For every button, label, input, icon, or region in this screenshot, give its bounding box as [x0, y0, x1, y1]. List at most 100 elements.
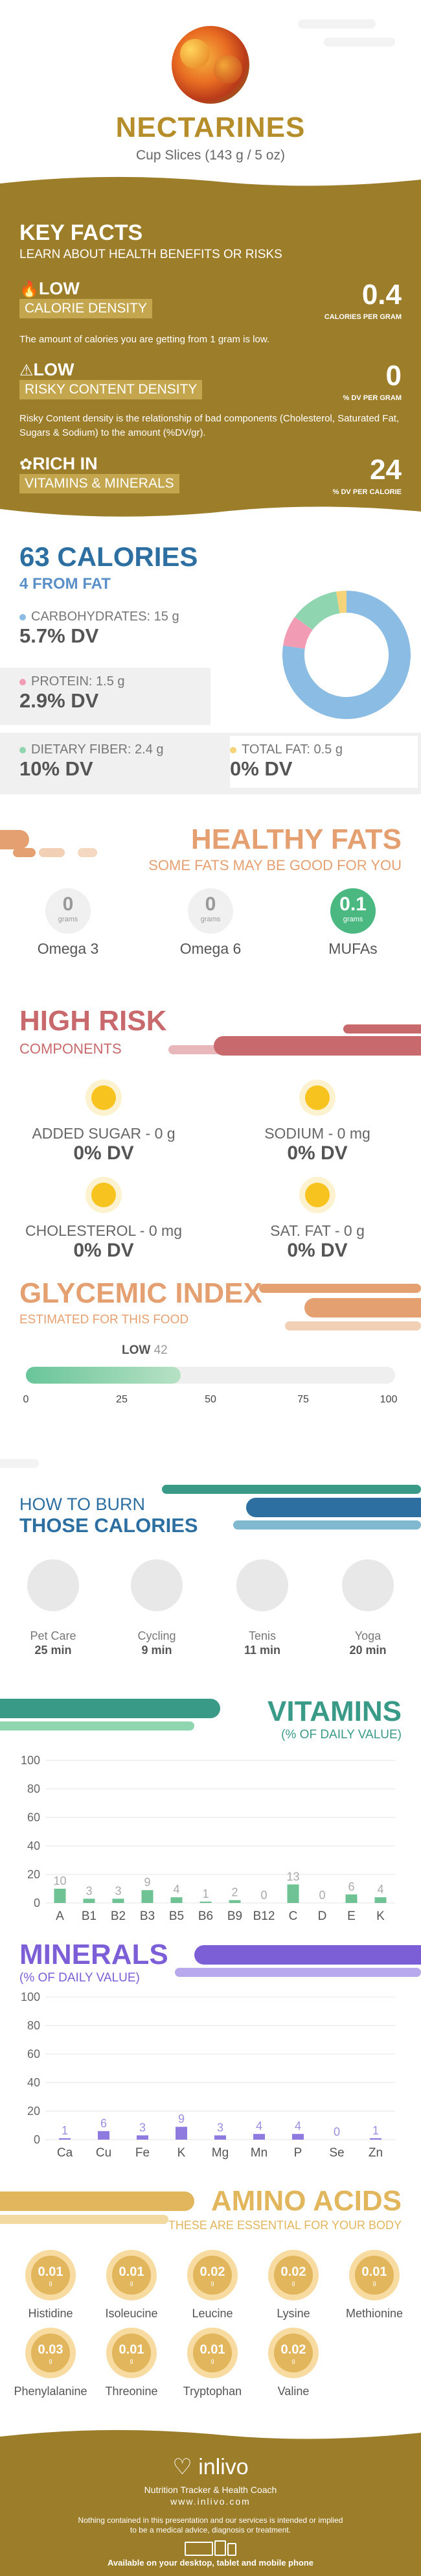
bar-value-label: 0	[334, 2125, 340, 2138]
gi-tick: 75	[297, 1394, 309, 1405]
decor-stripe	[246, 1498, 421, 1517]
decor-stripe	[324, 38, 395, 47]
calorie-density-desc: The amount of calories you are getting f…	[19, 334, 270, 345]
fat-dot	[230, 747, 236, 753]
key-facts-section: KEY FACTS LEARN ABOUT HEALTH BENEFITS OR…	[0, 172, 421, 522]
gi-bar-fill	[26, 1367, 181, 1384]
risky-density-unit: % DV PER GRAM	[343, 394, 402, 402]
devices-icon	[185, 2540, 236, 2556]
x-tick-label: Se	[329, 2146, 344, 2160]
wave-divider	[0, 2425, 421, 2439]
bar-ca	[59, 2138, 71, 2140]
bar-value-label: 1	[372, 2124, 379, 2137]
risky-density-label: RISKY CONTENT DENSITY	[19, 380, 203, 399]
x-tick-label: B9	[227, 1909, 242, 1923]
healthy-fats-section: HEALTHY FATS SOME FATS MAY BE GOOD FOR Y…	[0, 817, 421, 1005]
macro-donut-chart	[282, 591, 411, 719]
added-sugar-dv: 0% DV	[73, 1142, 134, 1164]
yoga-label: Yoga	[354, 1629, 381, 1642]
amino-acids-section: AMINO ACIDS THESE ARE ESSENTIAL FOR YOUR…	[0, 2185, 421, 2425]
high-risk-title: HIGH RISK	[19, 1005, 167, 1037]
decor-stripe	[0, 1459, 39, 1468]
wave-divider	[0, 172, 421, 186]
protein-label: PROTEIN: 1.5 g	[31, 674, 125, 689]
donut-slice-dietary-fiber	[295, 591, 341, 631]
smile-icon	[85, 1080, 122, 1116]
donut-slice-carbohydrates	[282, 591, 411, 719]
rich-in-label: VITAMINS & MINERALS	[19, 474, 179, 493]
x-tick-label: K	[177, 2146, 186, 2160]
amino-circle: 0.02 g	[268, 2250, 319, 2300]
smile-icon	[85, 1177, 122, 1213]
bar-value-label: 1	[202, 1887, 209, 1900]
warning-icon: ⚠	[19, 362, 34, 379]
bar-value-label: 3	[115, 1884, 121, 1897]
bar-b2	[112, 1898, 124, 1903]
calories-title: 63 CALORIES	[19, 541, 198, 572]
amino-label: Threonine	[105, 2385, 158, 2398]
rich-in-value: 24	[370, 454, 402, 486]
pet-care-icon	[27, 1559, 79, 1611]
high-risk-section: HIGH RISK COMPONENTS ADDED SUGAR - 0 g 0…	[0, 1005, 421, 1277]
bar-e	[345, 1894, 358, 1903]
x-tick-label: B2	[111, 1909, 126, 1923]
rich-in-unit: % DV PER CALORIE	[332, 488, 402, 496]
smile-icon	[299, 1177, 336, 1213]
x-tick-label: Fe	[135, 2146, 150, 2160]
y-tick-label: 60	[27, 1811, 40, 1824]
key-facts-title: KEY FACTS	[19, 220, 143, 245]
minerals-bar-chart: 0 20 40 60 80 100 1 Ca 6 Cu 3 Fe 9 K 3 Mg 4 Mn 4 P 0 Se 1 Zn	[21, 1991, 395, 2160]
amino-circle: 0.01 g	[106, 2250, 157, 2300]
healthy-fats-title: HEALTHY FATS	[190, 823, 402, 855]
decor-stripe	[304, 1298, 421, 1318]
gi-value: 42	[154, 1343, 168, 1357]
risky-density-value: 0	[385, 360, 402, 392]
y-tick-label: 40	[27, 1839, 40, 1852]
x-tick-label: B6	[198, 1909, 213, 1923]
pet-care-time: 25 min	[34, 1644, 72, 1657]
tennis-icon	[236, 1559, 288, 1611]
tagline: Nutrition Tracker & Health Coach	[144, 2485, 277, 2495]
omega3-circle: 0 grams	[45, 888, 91, 934]
bar-cu	[98, 2131, 109, 2140]
vitamins-title: VITAMINS	[267, 1696, 402, 1727]
bar-zn	[370, 2138, 381, 2140]
gi-bar-track	[26, 1367, 395, 1384]
bar-k	[176, 2127, 187, 2140]
carbs-label: CARBOHYDRATES: 15 g	[31, 609, 179, 624]
gi-level-marker: LOW 42	[122, 1343, 168, 1358]
fiber-dot	[19, 747, 26, 753]
risky-level: LOW	[33, 360, 74, 379]
decor-stripe	[0, 1721, 194, 1731]
website-link[interactable]: www.inlivo.com	[170, 2496, 251, 2507]
decor-stripe	[175, 1968, 421, 1977]
amino-circle: 0.03 g	[25, 2328, 76, 2378]
nectarine-image-highlight	[214, 55, 242, 84]
amino-circle: 0.01 g	[187, 2328, 238, 2378]
burn-calories-section: HOW TO BURN THOSE CALORIES Pet Care 25 m…	[0, 1485, 421, 1718]
y-tick-label: 20	[27, 2105, 40, 2118]
page-title: NECTARINES	[115, 112, 306, 143]
bar-c	[287, 1884, 299, 1903]
y-tick-label: 60	[27, 2048, 40, 2061]
decor-stripe	[343, 1024, 421, 1034]
cycling-label: Cycling	[137, 1629, 176, 1642]
mufas-circle: 0.1 grams	[330, 888, 376, 934]
amino-circle: 0.02 g	[187, 2250, 238, 2300]
protein-dv: 2.9% DV	[19, 689, 99, 712]
amino-label: Isoleucine	[105, 2307, 158, 2320]
amino-title: AMINO ACIDS	[210, 2185, 402, 2217]
bar-b9	[229, 1900, 241, 1903]
bar-mn	[253, 2134, 265, 2140]
tennis-label: Tenis	[248, 1629, 277, 1642]
minerals-title: MINERALS	[19, 1939, 168, 1970]
sat-fat-label: SAT. FAT - 0 g	[270, 1222, 365, 1239]
y-tick-label: 100	[21, 1991, 40, 2003]
fiber-dv: 10% DV	[19, 757, 93, 780]
fiber-label: DIETARY FIBER: 2.4 g	[31, 742, 164, 757]
x-tick-label: Ca	[57, 2146, 73, 2160]
fat-label: TOTAL FAT: 0.5 g	[242, 742, 343, 757]
smile-icon	[299, 1080, 336, 1116]
high-risk-subtitle: COMPONENTS	[19, 1041, 122, 1057]
gi-level: LOW	[122, 1343, 151, 1357]
